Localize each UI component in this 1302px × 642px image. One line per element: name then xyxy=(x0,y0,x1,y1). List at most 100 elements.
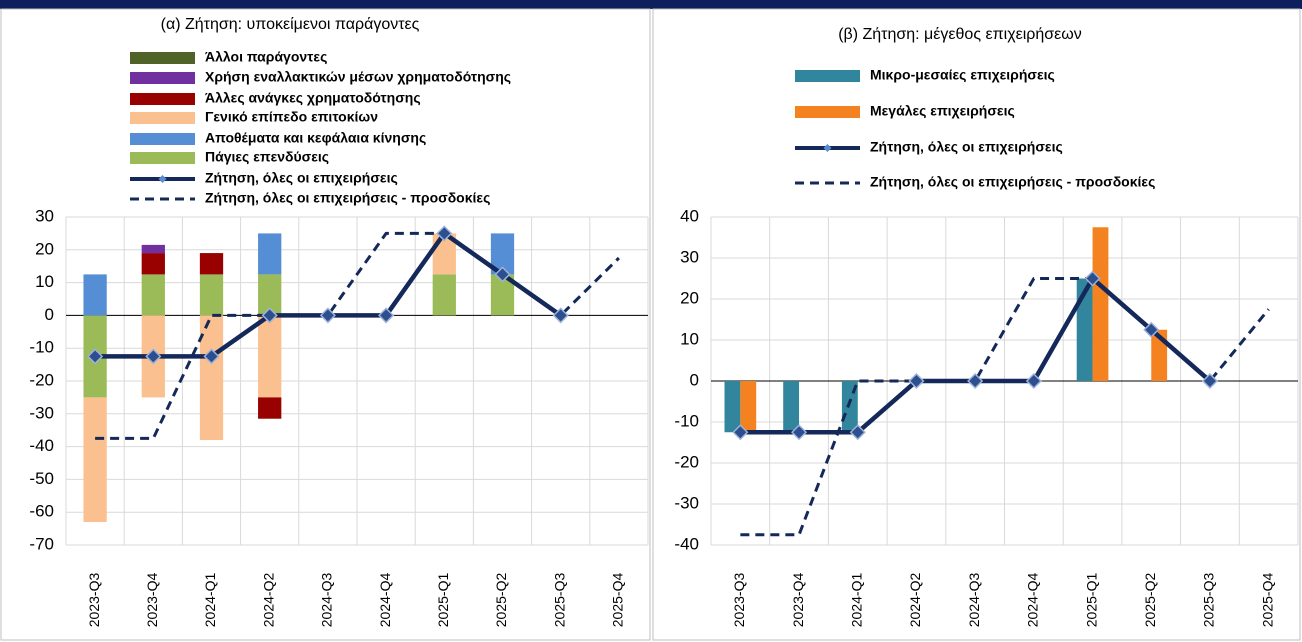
x-tick-label: 2025-Q1 xyxy=(1083,573,1099,628)
top-band xyxy=(0,0,1302,9)
x-tick-label: 2024-Q4 xyxy=(1025,573,1041,628)
bar xyxy=(1076,278,1093,381)
line-marker xyxy=(319,307,336,324)
line-marker xyxy=(1084,270,1101,287)
panel-frame xyxy=(0,8,651,641)
legend-swatch xyxy=(130,152,195,164)
legend-marker xyxy=(823,144,832,152)
chart-title: (β) Ζήτηση: μέγεθος επιχειρήσεων xyxy=(838,26,1082,43)
x-tick-label: 2024-Q3 xyxy=(319,573,335,628)
bar xyxy=(783,381,800,433)
bar xyxy=(724,381,741,433)
legend-swatch xyxy=(795,106,860,118)
legend-marker xyxy=(158,175,167,183)
y-tick-label: -40 xyxy=(29,436,54,455)
line-marker xyxy=(436,225,453,242)
x-tick-label: 2025-Q2 xyxy=(493,573,509,628)
line-marker xyxy=(494,266,511,283)
line-marker xyxy=(849,424,866,441)
legend-label: Γενικό επίπεδο επιτοκίων xyxy=(205,109,378,125)
bar-segment xyxy=(141,253,165,275)
y-tick-label: -10 xyxy=(29,338,54,357)
legend-swatch xyxy=(130,72,195,84)
x-tick-label: 2025-Q3 xyxy=(551,573,567,628)
legend-swatch xyxy=(130,93,195,105)
y-tick-label: 30 xyxy=(35,206,54,225)
y-tick-label: -20 xyxy=(29,370,54,389)
legend-label: Μεγάλες επιχειρήσεις xyxy=(870,103,1015,119)
x-tick-label: 2023-Q3 xyxy=(86,573,102,628)
legend-label: Ζήτηση, όλες οι επιχειρήσεις - προσδοκίε… xyxy=(870,174,1155,190)
demand-line xyxy=(740,276,1212,435)
bar-segment xyxy=(432,274,456,316)
bar-segment xyxy=(258,397,282,419)
line-marker xyxy=(967,372,984,390)
line-marker xyxy=(908,372,925,390)
x-tick-label: 2024-Q2 xyxy=(907,573,923,628)
y-tick-label: -40 xyxy=(674,534,699,553)
line-marker xyxy=(1025,372,1042,390)
line-marker xyxy=(1201,372,1219,390)
legend-label: Άλλες ανάγκες χρηματοδότησης xyxy=(205,90,421,106)
x-tick-label: 2023-Q3 xyxy=(731,573,747,628)
bar xyxy=(740,381,757,433)
bar-segment xyxy=(83,397,107,523)
y-tick-label: -50 xyxy=(29,469,54,488)
bar-segment xyxy=(258,315,282,398)
line-marker xyxy=(261,307,278,324)
legend-label: Μικρο-μεσαίες επιχειρήσεις xyxy=(870,67,1055,83)
bar xyxy=(1092,227,1109,381)
y-tick-label: -10 xyxy=(674,411,699,430)
legend-swatch xyxy=(130,133,195,145)
y-tick-label: -20 xyxy=(674,452,699,471)
y-tick-label: 0 xyxy=(690,370,699,389)
y-tick-label: 40 xyxy=(680,206,699,225)
chart-title: (α) Ζήτηση: υποκείμενοι παράγοντες xyxy=(161,16,420,33)
legend-label: Χρήση εναλλακτικών μέσων χρηματοδότησης xyxy=(205,69,511,85)
y-tick-label: -30 xyxy=(29,403,54,422)
x-tick-label: 2025-Q3 xyxy=(1201,573,1217,628)
y-tick-label: -30 xyxy=(674,493,699,512)
bar-segment xyxy=(490,274,515,316)
x-tick-label: 2025-Q4 xyxy=(1259,573,1275,628)
x-tick-label: 2024-Q1 xyxy=(202,573,218,628)
bar-segment xyxy=(83,274,107,316)
legend-label: Άλλοι παράγοντες xyxy=(205,49,327,65)
bar-segment xyxy=(199,274,224,316)
legend-swatch xyxy=(130,52,195,64)
x-tick-label: 2024-Q3 xyxy=(966,573,982,628)
legend-label: Αποθέματα και κεφάλαια κίνησης xyxy=(205,130,426,146)
legend-swatch xyxy=(130,112,195,124)
bar-segment xyxy=(258,233,282,275)
bar-segment xyxy=(199,315,224,441)
line-marker xyxy=(552,307,569,324)
x-tick-label: 2023-Q4 xyxy=(790,573,806,628)
line-marker xyxy=(87,348,104,365)
bar-segment xyxy=(490,233,515,275)
x-tick-label: 2025-Q4 xyxy=(610,573,626,628)
line-marker xyxy=(378,307,395,324)
line-marker xyxy=(1143,321,1160,338)
y-tick-label: -70 xyxy=(29,534,54,553)
y-tick-label: 10 xyxy=(35,272,54,291)
legend-label: Ζήτηση, όλες οι επιχειρήσεις xyxy=(870,139,1063,155)
x-tick-label: 2025-Q2 xyxy=(1142,573,1158,628)
y-tick-label: 0 xyxy=(45,305,54,324)
x-tick-label: 2024-Q2 xyxy=(260,573,276,628)
line-marker xyxy=(203,348,220,365)
y-tick-label: 30 xyxy=(680,247,699,266)
legend-label: Ζήτηση, όλες οι επιχειρήσεις xyxy=(205,170,398,186)
y-tick-label: 10 xyxy=(680,329,699,348)
line-marker xyxy=(732,424,749,441)
x-tick-label: 2023-Q4 xyxy=(144,573,160,628)
legend-swatch xyxy=(795,70,860,82)
y-tick-label: 20 xyxy=(680,288,699,307)
line-marker xyxy=(790,424,808,441)
x-tick-label: 2024-Q1 xyxy=(848,573,864,628)
legend-label: Ζήτηση, όλες οι επιχειρήσεις - προσδοκίε… xyxy=(205,190,490,206)
bar xyxy=(841,381,858,433)
x-tick-label: 2025-Q1 xyxy=(435,573,451,628)
panel-frame xyxy=(652,8,1301,641)
y-tick-label: -60 xyxy=(29,502,54,521)
